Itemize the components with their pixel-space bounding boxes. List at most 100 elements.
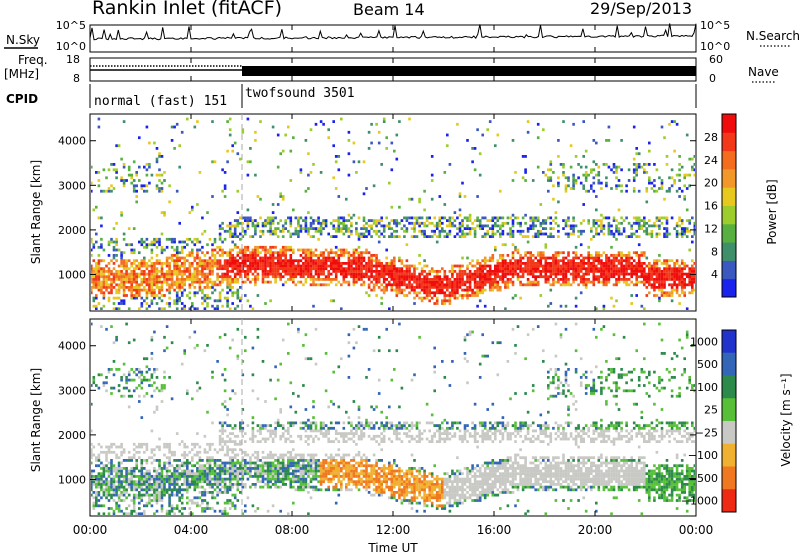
heatmap-cell	[574, 272, 578, 276]
heatmap-cell	[552, 256, 555, 260]
heatmap-cell	[405, 243, 409, 247]
heatmap-cell	[637, 243, 641, 247]
heatmap-cell	[264, 275, 267, 279]
heatmap-cell	[531, 270, 535, 273]
heatmap-cell	[309, 259, 313, 263]
heatmap-cell	[145, 378, 149, 382]
heatmap-cell	[438, 286, 442, 289]
heatmap-cell	[183, 472, 186, 476]
heatmap-cell	[471, 291, 474, 295]
heatmap-cell	[269, 216, 272, 220]
heatmap-cell	[203, 275, 207, 279]
heatmap-cell	[145, 461, 149, 465]
heatmap-cell	[297, 235, 300, 238]
heatmap-cell	[127, 227, 131, 230]
heatmap-cell	[665, 235, 669, 238]
heatmap-cell	[203, 267, 207, 271]
heatmap-cell	[395, 283, 399, 287]
heatmap-cell	[665, 219, 669, 222]
heatmap-cell	[175, 477, 179, 481]
heatmap-cell	[390, 283, 394, 287]
heatmap-cell	[486, 259, 489, 263]
heatmap-cell	[340, 221, 343, 225]
heatmap-cell	[663, 262, 666, 265]
heatmap-cell	[297, 280, 300, 284]
heatmap-cell	[511, 232, 515, 236]
heatmap-cell	[403, 224, 406, 228]
heatmap-cell	[150, 256, 154, 260]
heatmap-cell	[395, 288, 399, 292]
heatmap-cell	[213, 509, 217, 513]
heatmap-cell	[105, 450, 108, 454]
heatmap-cell	[259, 259, 262, 263]
heatmap-cell	[218, 448, 222, 452]
heatmap-cell	[602, 232, 606, 236]
heatmap-cell	[191, 251, 194, 255]
heatmap-cell	[307, 187, 310, 190]
heatmap-cell	[180, 307, 184, 310]
heatmap-cell	[569, 262, 573, 265]
heatmap-cell	[370, 267, 373, 271]
heatmap-cell	[294, 272, 298, 276]
heatmap-cell	[542, 264, 545, 268]
heatmap-cell	[458, 267, 462, 271]
heatmap-cell	[122, 163, 126, 166]
heatmap-cell	[572, 176, 575, 180]
heatmap-cell	[332, 144, 335, 148]
heatmap-cell	[650, 229, 654, 233]
heatmap-cell	[688, 272, 691, 276]
heatmap-cell	[579, 259, 583, 263]
heatmap-cell	[223, 195, 227, 198]
heatmap-cell	[304, 270, 308, 273]
heatmap-cell	[660, 283, 664, 287]
heatmap-cell	[120, 275, 123, 279]
heatmap-cell	[620, 232, 623, 236]
heatmap-cell	[516, 251, 520, 255]
heatmap-cell	[511, 256, 515, 260]
heatmap-cell	[504, 262, 507, 265]
heatmap-cell	[670, 120, 674, 123]
heatmap-cell	[112, 248, 116, 252]
heatmap-cell	[658, 275, 661, 279]
heatmap-cell	[153, 485, 156, 489]
heatmap-cell	[91, 442, 93, 446]
heatmap-cell	[605, 163, 608, 166]
heatmap-cell	[617, 227, 621, 230]
heatmap-cell	[607, 270, 611, 273]
heatmap-cell	[476, 283, 479, 287]
heatmap-cell	[433, 278, 436, 281]
heatmap-cell	[607, 280, 611, 284]
heatmap-cell	[357, 259, 361, 263]
heatmap-cell	[271, 264, 275, 268]
heatmap-cell	[345, 275, 348, 279]
heatmap-cell	[478, 275, 482, 279]
heatmap-cell	[264, 262, 267, 265]
heatmap-cell	[115, 288, 118, 292]
heatmap-cell	[135, 296, 138, 300]
heatmap-cell	[441, 299, 444, 303]
heatmap-cell	[115, 259, 118, 263]
heatmap-cell	[188, 267, 192, 271]
heatmap-cell	[531, 262, 535, 265]
heatmap-cell	[511, 213, 515, 217]
heatmap-cell	[612, 283, 616, 287]
heatmap-cell	[680, 283, 684, 287]
heatmap-cell	[269, 256, 272, 260]
heatmap-cell	[186, 477, 189, 481]
heatmap-cell	[127, 373, 131, 377]
heatmap-cell	[216, 299, 219, 303]
heatmap-cell	[615, 227, 618, 230]
heatmap-cell	[605, 176, 608, 180]
heatmap-cell	[221, 373, 224, 377]
heatmap-cell	[448, 219, 452, 222]
heatmap-cell	[115, 144, 118, 148]
heatmap-cell	[211, 262, 214, 265]
heatmap-cell	[91, 450, 93, 454]
heatmap-cell	[645, 286, 649, 289]
heatmap-cell	[112, 373, 116, 377]
heatmap-cell	[410, 272, 414, 276]
heatmap-cell	[115, 176, 118, 180]
heatmap-cell	[110, 469, 113, 473]
heatmap-cell	[393, 270, 396, 273]
heatmap-cell	[632, 270, 636, 273]
